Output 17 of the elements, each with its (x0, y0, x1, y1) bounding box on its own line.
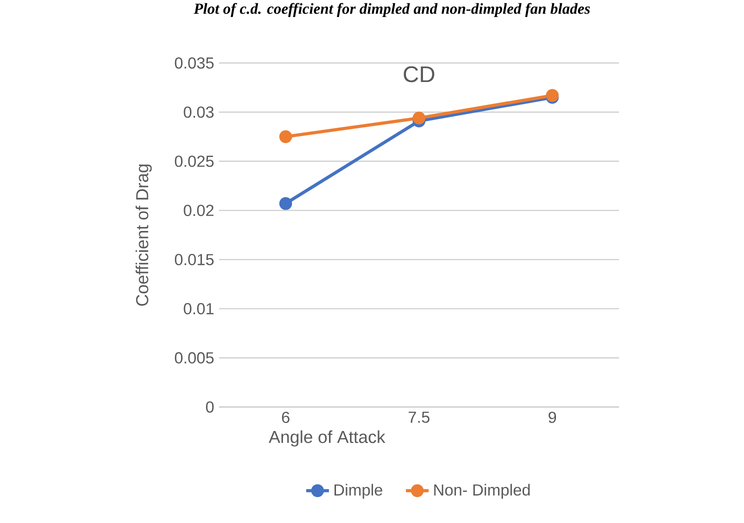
y-tick-label: 0.03 (184, 106, 214, 118)
x-tick-label: 9 (548, 412, 556, 424)
legend-label: Non- Dimpled (434, 484, 530, 499)
y-tick-label: 0.015 (174, 254, 214, 266)
x-axis-title: Angle of Attack (268, 430, 386, 447)
legend-label: Dimple (334, 484, 382, 499)
y-tick-label: 0.025 (174, 156, 214, 167)
text: Plot of c.d. coefficient for dimpled and non-dimpled fan blades (194, 2, 590, 18)
y-tick-label: 0.035 (174, 57, 214, 69)
y-tick-label: 0.005 (174, 352, 214, 364)
y-axis-title: Coefficient of Drag (136, 164, 152, 306)
x-tick-label: 7.5 (408, 412, 430, 423)
y-tick-label: 0 (206, 401, 214, 413)
chart-title: CD (404, 66, 434, 82)
y-tick-label: 0.02 (184, 204, 214, 216)
y-tick-label: 0.01 (184, 303, 214, 314)
x-tick-label: 6 (282, 412, 290, 424)
